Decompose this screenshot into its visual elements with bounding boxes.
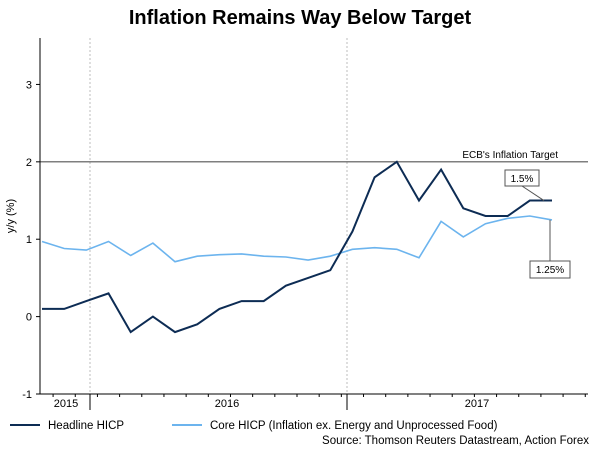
- y-tick-label: 2: [26, 157, 32, 169]
- core-end-label: 1.25%: [536, 265, 564, 276]
- chart-title: Inflation Remains Way Below Target: [129, 7, 472, 29]
- grid: [89, 38, 348, 394]
- y-tick-label: -1: [22, 389, 32, 401]
- y-tick-label: 1: [26, 234, 32, 246]
- core-hicp-line: [41, 215, 553, 263]
- target-label: ECB's Inflation Target: [462, 150, 558, 161]
- source-note: Source: Thomson Reuters Datastream, Acti…: [322, 435, 589, 447]
- x-year-label: 2015: [54, 398, 78, 410]
- y-tick-label: 3: [26, 79, 32, 91]
- core-callout-box: [529, 260, 571, 279]
- headline-callout-leader: [521, 185, 545, 201]
- axes: -1 0 1 2 3 2015 2016 2017: [22, 38, 588, 410]
- headline-hicp-line: [42, 160, 552, 334]
- legend-label-headline: Headline HICP: [48, 420, 124, 432]
- y-tick-label: 0: [26, 312, 32, 324]
- headline-end-label: 1.5%: [511, 174, 534, 185]
- annotations: 1.5% 1.25%: [504, 169, 571, 279]
- legend: Headline HICP Core HICP (Inflation ex. En…: [10, 420, 498, 432]
- reference-line-group: ECB's Inflation Target: [40, 150, 588, 163]
- headline-callout-box: [504, 169, 540, 187]
- y-axis-label: y/y (%): [5, 199, 17, 233]
- x-year-label: 2017: [465, 398, 489, 410]
- x-year-label: 2016: [215, 398, 239, 410]
- series-group: [41, 160, 553, 334]
- legend-label-core: Core HICP (Inflation ex. Energy and Unpr…: [210, 420, 498, 432]
